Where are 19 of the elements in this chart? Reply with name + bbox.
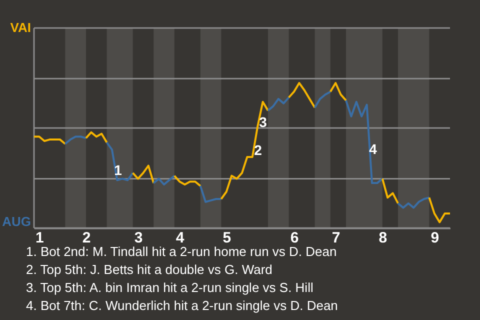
x-tick-label: 1 — [36, 230, 44, 246]
annotation: 3 — [259, 114, 268, 130]
x-tick-label: 7 — [332, 230, 340, 246]
x-tick-label: 6 — [290, 230, 299, 246]
text: 3. Top 5th: A. bin Imran hit a 2-run single vs S. Hill — [26, 280, 314, 295]
x-tick-label: 4 — [176, 230, 185, 246]
text: VAI — [10, 20, 31, 35]
x-tick-label: 8 — [378, 230, 388, 246]
text: AUG — [2, 214, 31, 229]
annotation: 1 — [114, 162, 122, 178]
text: 1. Bot 2nd: M. Tindall hit a 2-run home run vs D. Dean — [26, 244, 337, 259]
annotation: 2 — [254, 142, 262, 158]
x-tick-label: 3 — [134, 230, 143, 246]
x-tick-label: 5 — [222, 230, 232, 246]
x-tick-label: 2 — [82, 230, 91, 246]
text: 4. Bot 7th: C. Wunderlich hit a 2-run single vs D. Dean — [26, 298, 338, 313]
annotation: 4 — [369, 141, 378, 157]
text: 2. Top 5th: J. Betts hit a double vs G. Ward — [26, 262, 272, 277]
x-tick-label: 9 — [430, 230, 440, 246]
